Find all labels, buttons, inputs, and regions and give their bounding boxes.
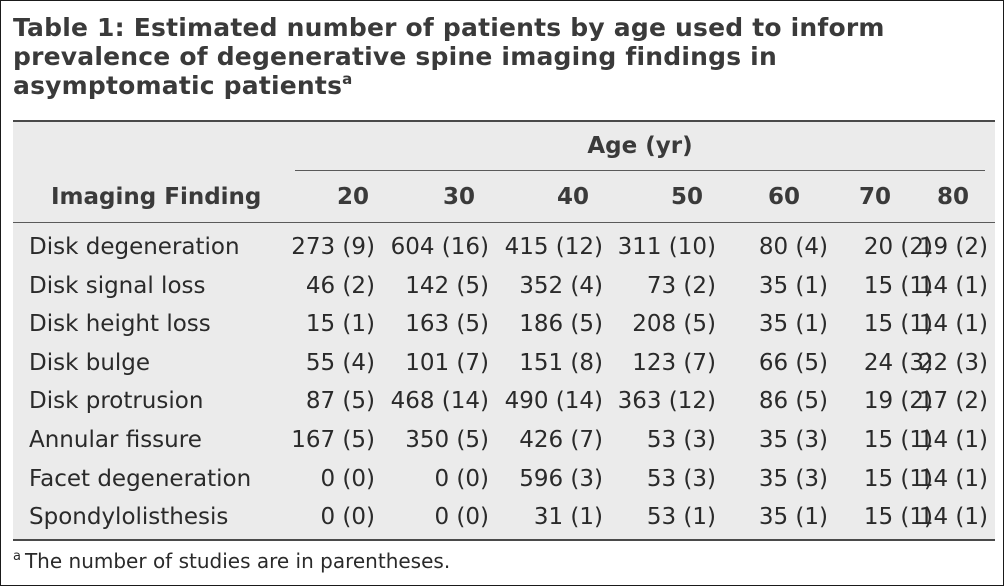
table-cell: 490 (14)	[504, 388, 603, 414]
table-cell: 53 (1)	[646, 504, 716, 530]
table-cell: 350 (5)	[405, 427, 489, 453]
column-header-age-80: 80	[936, 184, 969, 210]
table-cell: 123 (7)	[632, 350, 716, 376]
table-cell: 73 (2)	[646, 273, 716, 299]
table-cell: 426 (7)	[519, 427, 603, 453]
table-row: Disk height loss 15 (1) 163 (5) 186 (5) 208 …	[13, 305, 995, 343]
table-cell: 363 (12)	[617, 388, 716, 414]
table-cell: 35 (1)	[758, 311, 828, 337]
row-label: Spondylolisthesis	[29, 504, 229, 530]
table-cell: 24 (3)	[863, 350, 933, 376]
column-header-age-30: 30	[442, 184, 475, 210]
table-row: Annular fissure 167 (5) 350 (5) 426 (7) 53 (…	[13, 421, 995, 459]
table-cell: 14 (1)	[918, 311, 988, 337]
table-cell: 46 (2)	[305, 273, 375, 299]
table-cell: 14 (1)	[918, 504, 988, 530]
table-cell: 311 (10)	[617, 234, 716, 260]
column-header-age-50: 50	[670, 184, 703, 210]
row-label: Annular fissure	[29, 427, 202, 453]
table-row: Disk signal loss 46 (2) 142 (5) 352 (4) 73 (…	[13, 267, 995, 305]
table-cell: 19 (2)	[863, 388, 933, 414]
table-cell: 55 (4)	[305, 350, 375, 376]
row-label: Disk bulge	[29, 350, 151, 376]
table-cell: 167 (5)	[291, 427, 375, 453]
table-cell: 468 (14)	[390, 388, 489, 414]
table-cell: 14 (1)	[918, 427, 988, 453]
table-title: Table 1: Estimated number of patients by…	[13, 13, 973, 100]
table-cell: 0 (0)	[434, 466, 489, 492]
table-cell: 0 (0)	[434, 504, 489, 530]
table-row: Disk degeneration 273 (9) 604 (16) 415 (12)…	[13, 228, 995, 266]
table-cell: 15 (1)	[863, 504, 933, 530]
table-cell: 35 (1)	[758, 273, 828, 299]
table-title-text: Table 1: Estimated number of patients by…	[13, 13, 885, 100]
table-cell: 35 (3)	[758, 427, 828, 453]
table-cell: 15 (1)	[863, 273, 933, 299]
row-label: Disk height loss	[29, 311, 211, 337]
table-cell: 186 (5)	[519, 311, 603, 337]
column-header-imaging-finding: Imaging Finding	[51, 184, 262, 210]
table-cell: 35 (3)	[758, 466, 828, 492]
table-cell: 31 (1)	[533, 504, 603, 530]
table-cell: 17 (2)	[918, 388, 988, 414]
table-cell: 0 (0)	[320, 504, 375, 530]
table-cell: 15 (1)	[305, 311, 375, 337]
table-cell: 53 (3)	[646, 466, 716, 492]
footnote-text: The number of studies are in parentheses…	[24, 549, 451, 573]
table-cell: 15 (1)	[863, 466, 933, 492]
table-cell: 66 (5)	[758, 350, 828, 376]
table-footnote: a The number of studies are in parenthese…	[13, 549, 450, 573]
row-label: Disk degeneration	[29, 234, 240, 260]
table-row: Disk protrusion 87 (5) 468 (14) 490 (14) 363…	[13, 382, 995, 420]
table-cell: 80 (4)	[758, 234, 828, 260]
table-cell: 604 (16)	[390, 234, 489, 260]
table-row: Disk bulge 55 (4) 101 (7) 151 (8) 123 (7) 66 …	[13, 344, 995, 382]
table-cell: 415 (12)	[504, 234, 603, 260]
table-cell: 273 (9)	[291, 234, 375, 260]
title-footnote-marker: a	[342, 70, 353, 88]
table-row: Facet degeneration 0 (0) 0 (0) 596 (3) 53 (3…	[13, 460, 995, 498]
table-cell: 53 (3)	[646, 427, 716, 453]
data-table: Age (yr) Imaging Finding 20 30 40 50 60 70 80 …	[13, 120, 995, 541]
age-header-rule	[295, 170, 985, 171]
table-cell: 163 (5)	[405, 311, 489, 337]
table-cell: 101 (7)	[405, 350, 489, 376]
table-cell: 352 (4)	[519, 273, 603, 299]
row-label: Facet degeneration	[29, 466, 252, 492]
table-row: Spondylolisthesis 0 (0) 0 (0) 31 (1) 53 (1) 3…	[13, 498, 995, 536]
column-header-age-40: 40	[556, 184, 589, 210]
row-label: Disk signal loss	[29, 273, 206, 299]
table-cell: 87 (5)	[305, 388, 375, 414]
table-cell: 15 (1)	[863, 311, 933, 337]
table-cell: 22 (3)	[918, 350, 988, 376]
column-header-age-70: 70	[858, 184, 891, 210]
column-header-age-20: 20	[336, 184, 369, 210]
table-cell: 19 (2)	[918, 234, 988, 260]
column-header-age-60: 60	[767, 184, 800, 210]
table-cell: 86 (5)	[758, 388, 828, 414]
table-cell: 20 (2)	[863, 234, 933, 260]
table-cell: 14 (1)	[918, 466, 988, 492]
table-cell: 142 (5)	[405, 273, 489, 299]
table-cell: 35 (1)	[758, 504, 828, 530]
header-rule	[13, 222, 995, 223]
table-cell: 0 (0)	[320, 466, 375, 492]
table-cell: 15 (1)	[863, 427, 933, 453]
row-label: Disk protrusion	[29, 388, 204, 414]
footnote-marker: a	[13, 549, 21, 564]
table-cell: 14 (1)	[918, 273, 988, 299]
age-group-header: Age (yr)	[587, 133, 693, 159]
table-cell: 596 (3)	[519, 466, 603, 492]
table-cell: 151 (8)	[519, 350, 603, 376]
table-cell: 208 (5)	[632, 311, 716, 337]
